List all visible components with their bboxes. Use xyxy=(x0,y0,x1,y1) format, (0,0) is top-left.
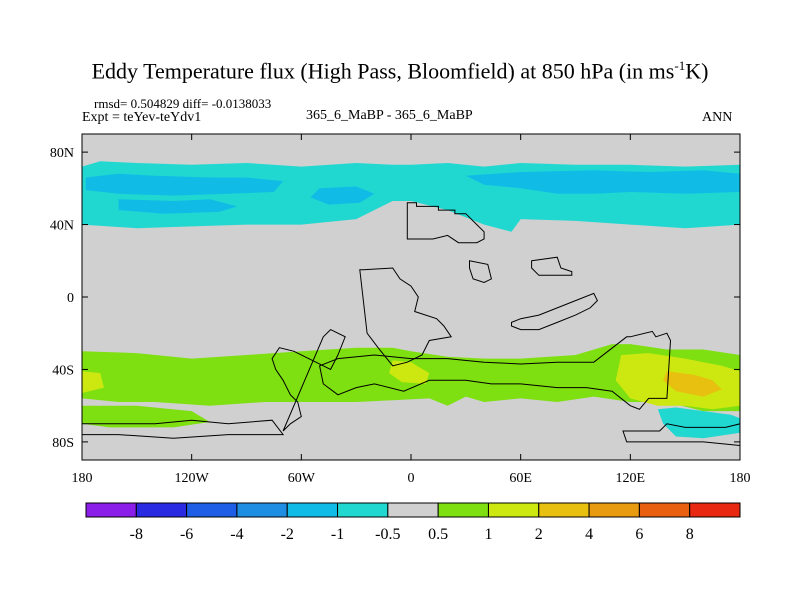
colorbar-swatch xyxy=(588,502,640,518)
colorbar-label: 6 xyxy=(635,526,643,543)
colorbar-label: -0.5 xyxy=(375,526,400,543)
coastline-antarctic-west xyxy=(82,419,285,439)
colorbar: -8 -6 -4 -2 -1 -0.5 0.5 1 2 4 6 8 xyxy=(85,502,741,543)
x-tick-label: 60E xyxy=(509,471,532,486)
y-tick-label: 40S xyxy=(52,363,74,378)
colorbar-swatch xyxy=(437,502,489,518)
contour-region-north-band-blue-d xyxy=(465,170,740,194)
colorbar-swatch xyxy=(135,502,188,518)
colorbar-swatch xyxy=(286,502,339,518)
colorbar-label: 2 xyxy=(535,526,543,543)
axes-layer: 180 120W 60W 0 60E 120E 180 80N 40N 0 40S 80S xyxy=(50,134,751,486)
colorbar-label: 4 xyxy=(585,526,593,543)
colorbar-label: -4 xyxy=(230,526,243,543)
colorbar-swatch xyxy=(689,502,741,518)
contour-region-north-band-blue-b xyxy=(118,199,238,214)
chart-title: Eddy Temperature flux (High Pass, Bloomf… xyxy=(91,58,709,84)
y-tick-label: 80N xyxy=(50,146,74,161)
colorbar-swatch xyxy=(538,502,590,518)
coastline-continent-west-arm xyxy=(271,328,346,432)
colorbar-swatch xyxy=(337,502,389,518)
x-tick-label: 120E xyxy=(616,471,646,486)
contour-region-south-band-yellow-b xyxy=(389,360,430,384)
colorbar-label: 0.5 xyxy=(428,526,448,543)
coastline-island-east-north xyxy=(531,256,573,276)
contour-fill-layer xyxy=(82,161,740,439)
coastline-layer xyxy=(82,202,740,447)
contour-region-north-band-blue-c xyxy=(310,186,375,205)
y-tick-label: 0 xyxy=(67,291,74,306)
center-subtitle: 365_6_MaBP - 365_6_MaBP xyxy=(306,108,473,123)
contour-region-antarctic-cyan xyxy=(657,407,740,439)
colorbar-label: 8 xyxy=(686,526,694,543)
coastline-antarctic-east xyxy=(622,423,740,447)
colorbar-label: -2 xyxy=(281,526,294,543)
x-tick-label: 180 xyxy=(730,471,751,486)
coastline-continent-north xyxy=(406,202,485,244)
coastline-continent-south xyxy=(319,330,672,410)
season-label: ANN xyxy=(702,110,733,125)
colorbar-swatch xyxy=(487,502,540,518)
colorbar-label: -1 xyxy=(331,526,344,543)
contour-region-north-band-blue-a xyxy=(85,173,284,196)
colorbar-label: -6 xyxy=(180,526,193,543)
coastline-continent-central xyxy=(359,267,453,367)
y-tick-label: 40N xyxy=(50,219,74,234)
colorbar-swatch xyxy=(186,502,238,518)
x-tick-label: 0 xyxy=(408,471,415,486)
contour-region-south-band-orange xyxy=(663,371,722,397)
x-tick-label: 60W xyxy=(288,471,316,486)
expt-text: Expt = teYev-teYdv1 xyxy=(82,110,202,125)
colorbar-label: 1 xyxy=(484,526,492,543)
x-tick-label: 180 xyxy=(72,471,93,486)
coastline-island-chain-east xyxy=(511,292,599,331)
rmsd-text: rmsd= 0.504829 diff= -0.0138033 xyxy=(94,96,272,111)
colorbar-swatch xyxy=(387,502,439,518)
colorbar-swatch xyxy=(85,502,137,518)
x-tick-label: 120W xyxy=(175,471,210,486)
y-tick-label: 80S xyxy=(52,436,74,451)
colorbar-label: -8 xyxy=(130,526,143,543)
coastline-island-north-small xyxy=(469,260,492,284)
colorbar-swatch xyxy=(638,502,691,518)
colorbar-swatch xyxy=(236,502,288,518)
contour-region-south-band-yellow-a xyxy=(82,371,104,393)
